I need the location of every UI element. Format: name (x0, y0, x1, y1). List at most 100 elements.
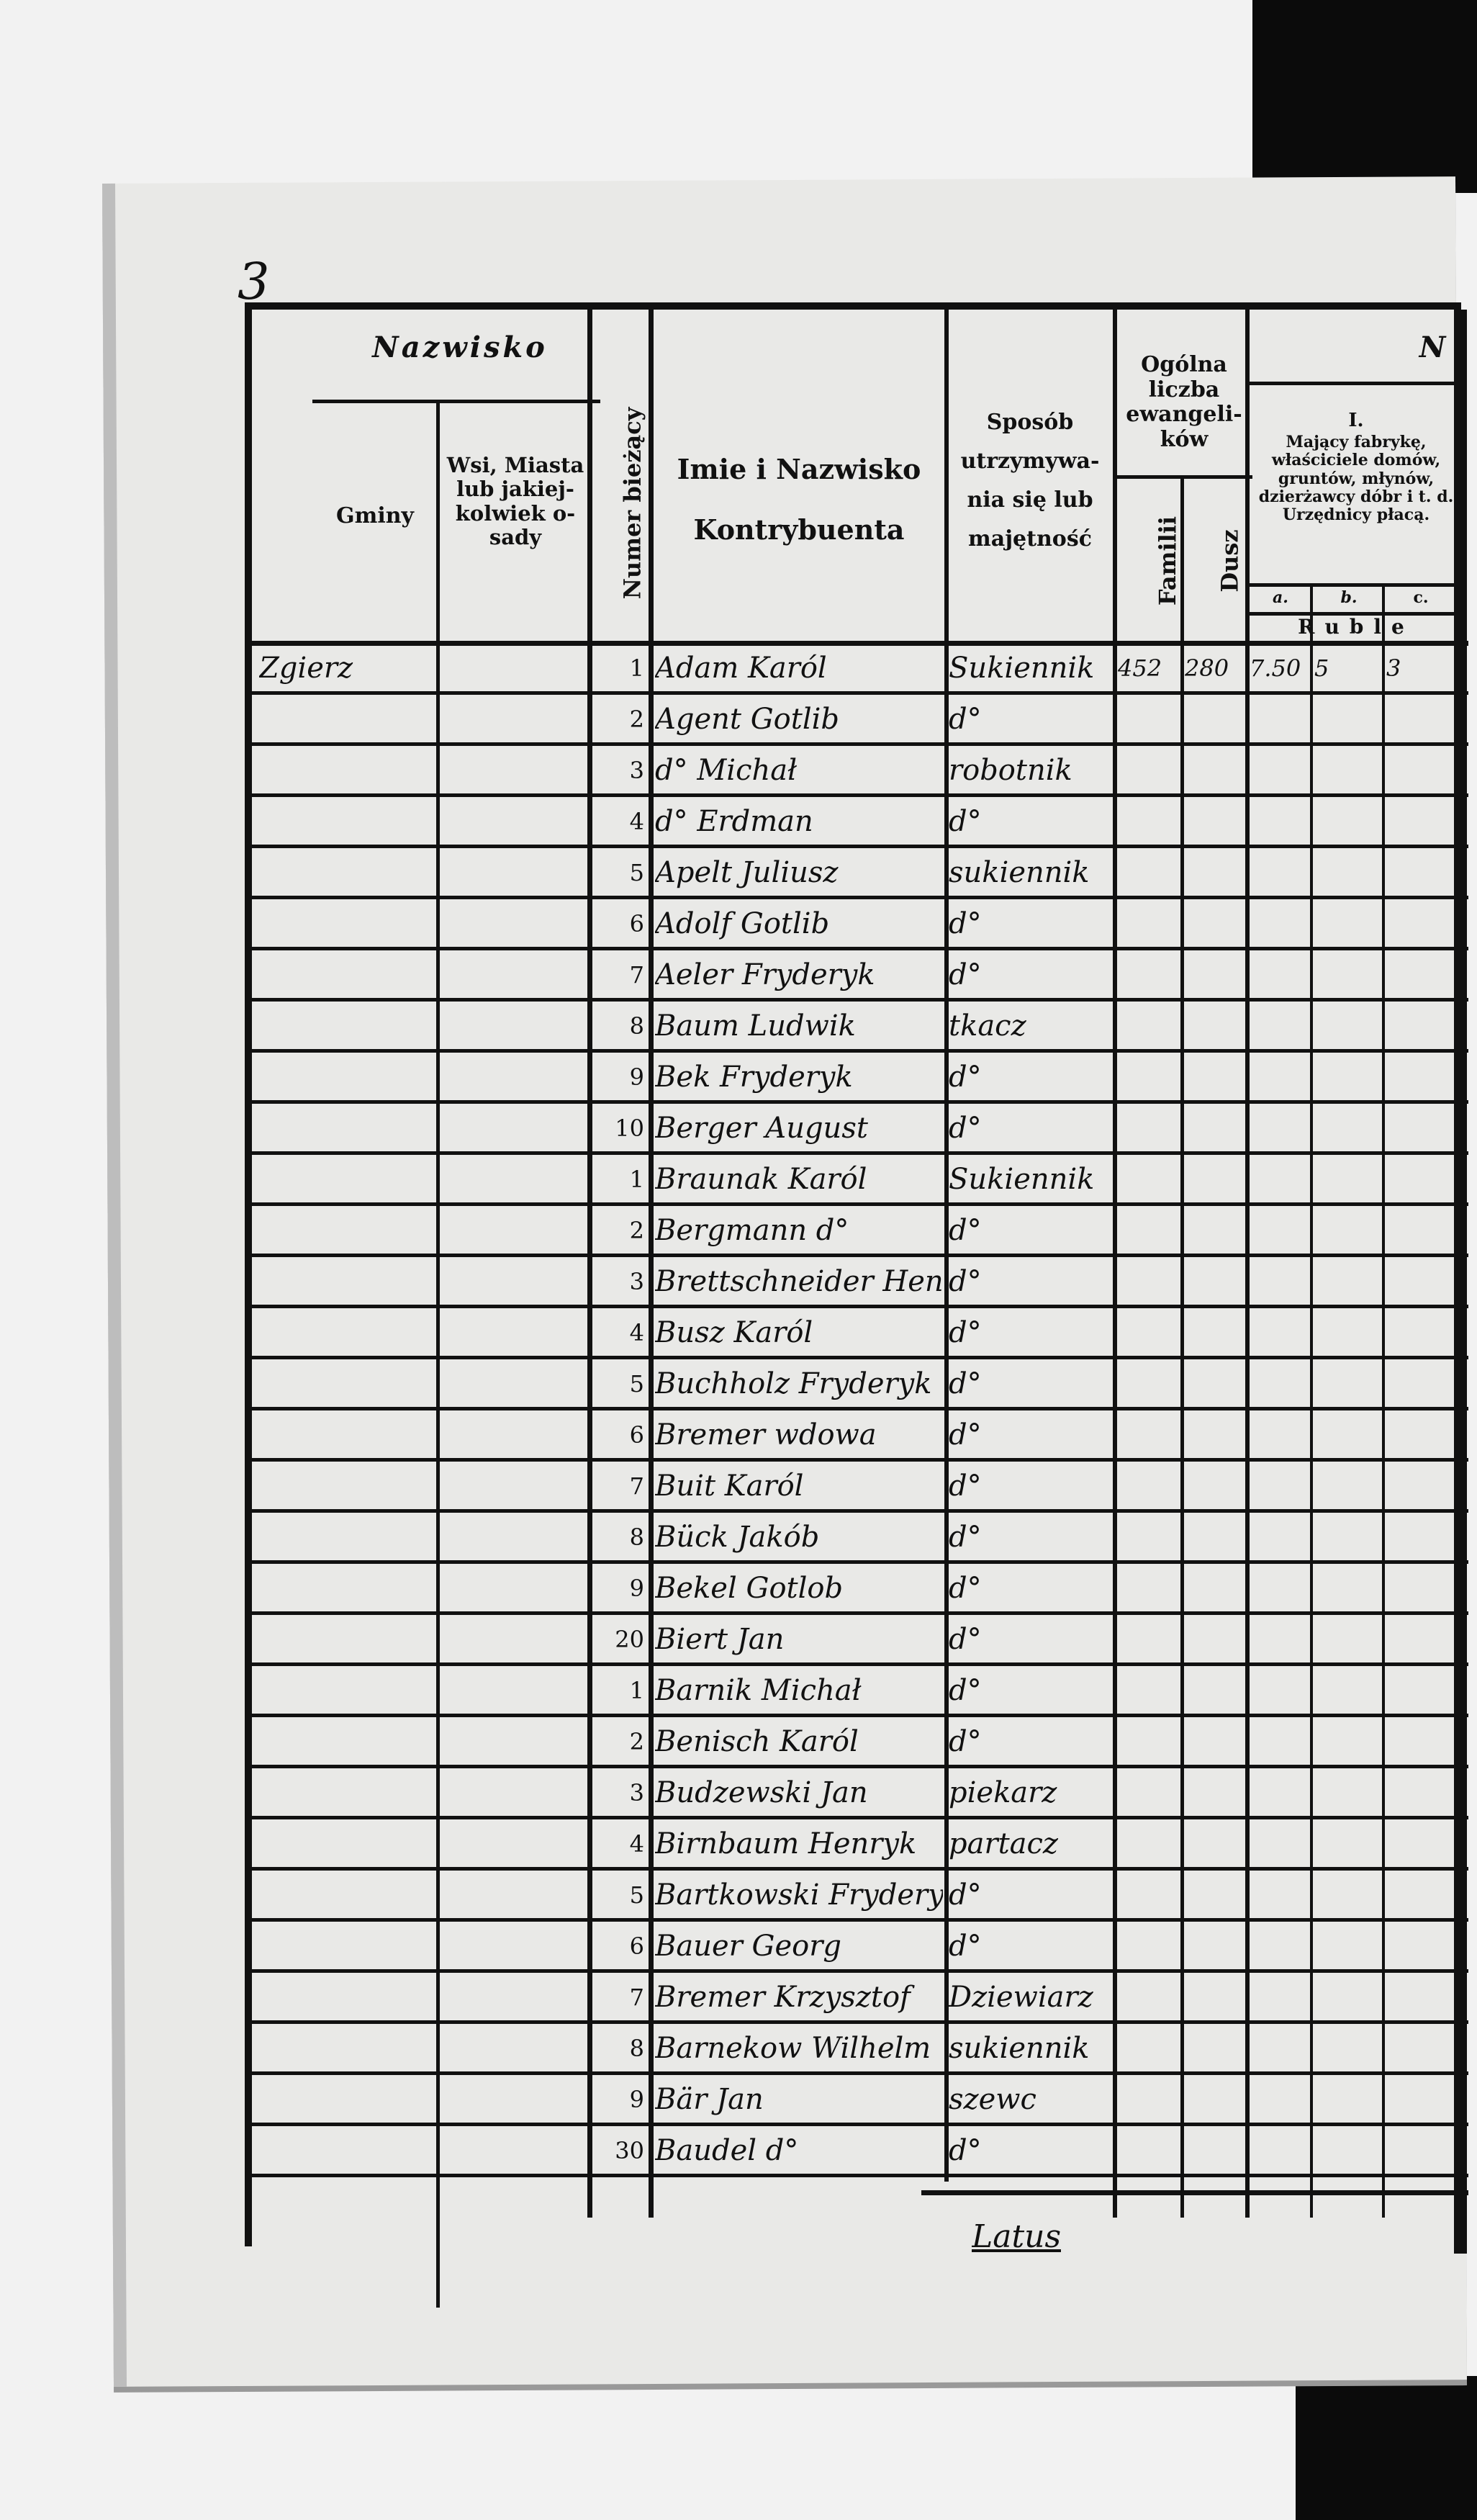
header-numer: Numer bieżący (618, 407, 646, 600)
row-number: 1 (629, 1166, 644, 1193)
occupation: d° (949, 1521, 982, 1554)
table-row: 3 Budzewski Jan piekarz (252, 1770, 1468, 1819)
row-number: 4 (629, 1830, 644, 1858)
table-row: 8 Barnekow Wilhelm sukiennik (252, 2026, 1468, 2075)
souls-count: 280 (1185, 654, 1229, 682)
contributor-name: Adam Karól (655, 652, 827, 685)
occupation: d° (949, 805, 982, 838)
occupation: d° (949, 1112, 982, 1145)
contributor-name: Birnbaum Henryk (655, 1827, 917, 1860)
latus-label: Latus (972, 2218, 1062, 2255)
header-bottom-rule (252, 641, 1468, 646)
contributor-name: Bremer Krzysztof (655, 1981, 911, 2014)
table-row: 8 Baum Ludwik tkacz (252, 1004, 1468, 1053)
table-row: 4 d° Erdman d° (252, 799, 1468, 848)
contributor-name: Bekel Gotlob (655, 1572, 844, 1605)
page-margin-mark: 3 (238, 252, 270, 311)
row-number: 3 (629, 757, 644, 784)
row-number: 2 (629, 706, 644, 733)
header-section-letter: N (1419, 330, 1446, 364)
contributor-name: Barnekow Wilhelm (655, 2032, 931, 2065)
occupation: partacz (949, 1827, 1058, 1860)
row-number: 7 (629, 961, 644, 989)
table-row: Zgierz 1 Adam Karól Sukiennik 452 280 7.50 5 3 (252, 646, 1468, 695)
table-row: 20 Biert Jan d° (252, 1617, 1468, 1666)
row-number: 1 (629, 654, 644, 682)
row-number: 1 (629, 1677, 644, 1704)
table-row: 7 Buit Karól d° (252, 1464, 1468, 1513)
occupation: d° (949, 703, 982, 736)
occupation: d° (949, 1674, 982, 1707)
contributor-name: d° Michał (655, 754, 798, 787)
row-number: 6 (629, 910, 644, 937)
header-class-number: I. (1348, 410, 1364, 431)
row-number: 3 (629, 1268, 644, 1295)
occupation: d° (949, 1623, 982, 1656)
header-class-desc: Mający fabrykę, właściciele domów, grunt… (1258, 433, 1454, 525)
contributor-name: Bär Jan (655, 2083, 764, 2116)
header-sub-a: a. (1273, 588, 1288, 607)
table-row: 1 Braunak Karól Sukiennik (252, 1157, 1468, 1206)
occupation: d° (949, 2134, 982, 2167)
contributor-name: Bauer Georg (655, 1930, 841, 1963)
header-sub-c: c. (1413, 588, 1429, 607)
occupation: tkacz (949, 1009, 1026, 1043)
row-number: 20 (615, 1626, 644, 1653)
table-row: 3 Brettschneider Henrykd° (252, 1259, 1468, 1308)
header-familii: Familii (1154, 516, 1182, 606)
scan-dark-edge-bottom (1296, 2376, 1477, 2520)
row-number: 10 (615, 1115, 644, 1142)
occupation: sukiennik (949, 856, 1090, 889)
table-row: 5 Bartkowski Fryderyk d° (252, 1873, 1468, 1922)
occupation: d° (949, 1725, 982, 1758)
row-number: 8 (629, 2035, 644, 2062)
row-number: 9 (629, 1063, 644, 1091)
header-wsi: Wsi, Miasta lub jakiej-kolwiek o-sady (446, 453, 584, 550)
occupation: piekarz (949, 1776, 1057, 1809)
row-number: 5 (629, 1370, 644, 1398)
row-number: 6 (629, 1932, 644, 1960)
occupation: d° (949, 907, 982, 940)
row-number: 5 (629, 859, 644, 886)
header-sub-b: b. (1340, 588, 1358, 607)
table-row: 10 Berger August d° (252, 1106, 1468, 1155)
scan-dark-edge-top (1252, 0, 1477, 193)
table-row: 3 d° Michał robotnik (252, 748, 1468, 797)
gmina-cell: Zgierz (259, 652, 353, 685)
contributor-name: Adolf Gotlib (655, 907, 830, 940)
row-number: 4 (629, 1319, 644, 1346)
row-number: 5 (629, 1881, 644, 1909)
row-number: 9 (629, 2086, 644, 2113)
contributor-name: Biert Jan (655, 1623, 785, 1656)
header-gminy: Gminy (335, 503, 414, 528)
contributor-name: Brettschneider Henryk (655, 1265, 943, 1298)
contributor-name: Braunak Karól (655, 1163, 867, 1196)
contributor-name: Budzewski Jan (655, 1776, 868, 1809)
header-imie: Imie i Nazwisko Kontrybuenta (677, 453, 921, 546)
table-row: 7 Aeler Fryderyk d° (252, 953, 1468, 1002)
occupation: Dziewiarz (949, 1981, 1093, 2014)
table-row: 5 Apelt Juliusz sukiennik (252, 850, 1468, 899)
header-currency: Ruble (1298, 615, 1414, 639)
contributor-name: Berger August (655, 1112, 868, 1145)
tax-register-table: Nazwisko Gminy Wsi, Miasta lub jakiej-ko… (245, 302, 1468, 2308)
occupation: sukiennik (949, 2032, 1090, 2065)
contributor-name: Bek Fryderyk (655, 1061, 853, 1094)
table-row: 8 Bück Jakób d° (252, 1515, 1468, 1564)
table-row: 30 Baudel d° d° (252, 2128, 1468, 2177)
contributor-name: Aeler Fryderyk (655, 958, 875, 991)
table-row: 7 Bremer Krzysztof Dziewiarz (252, 1975, 1468, 2024)
contributor-name: Buit Karól (655, 1470, 804, 1503)
table-row: 4 Busz Karól d° (252, 1310, 1468, 1359)
table-row: 1 Barnik Michał d° (252, 1668, 1468, 1717)
row-number: 2 (629, 1217, 644, 1244)
contributor-name: d° Erdman (655, 805, 813, 838)
occupation: d° (949, 1316, 982, 1349)
row-number: 4 (629, 808, 644, 835)
occupation: d° (949, 1214, 982, 1247)
contributor-name: Benisch Karól (655, 1725, 859, 1758)
table-row: 9 Bär Jan szewc (252, 2077, 1468, 2126)
row-number: 3 (629, 1779, 644, 1806)
table-row: 4 Birnbaum Henryk partacz (252, 1822, 1468, 1871)
occupation: d° (949, 1265, 982, 1298)
